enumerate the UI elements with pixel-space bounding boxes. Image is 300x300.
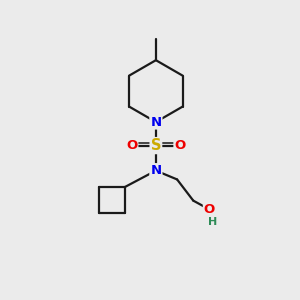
Text: O: O <box>126 139 137 152</box>
Text: O: O <box>174 139 186 152</box>
Text: H: H <box>208 217 217 227</box>
Text: O: O <box>204 203 215 216</box>
Text: S: S <box>151 138 161 153</box>
Text: N: N <box>150 164 161 177</box>
Text: N: N <box>150 116 161 128</box>
